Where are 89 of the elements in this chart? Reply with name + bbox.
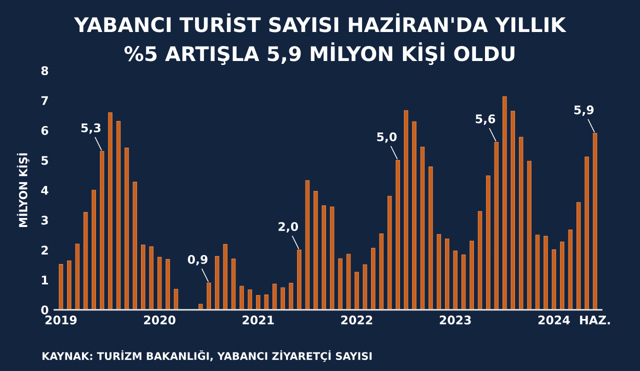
bar [264,294,269,310]
bar [75,244,80,310]
bar [502,96,507,310]
bar [584,156,589,310]
y-tick-label: 2 [42,246,48,254]
x-tick-label: HAZ. [580,316,610,324]
bar [330,206,334,310]
bar [58,264,64,310]
bar [67,260,72,310]
y-tick-label: 3 [41,216,48,225]
bar [132,182,138,310]
bar [116,121,121,310]
bar [280,287,285,310]
bar [576,202,581,310]
bar [100,150,104,310]
bar [412,121,416,310]
bar [362,264,368,310]
bar [108,112,112,310]
y-axis-title: MİLYON KİŞİ [16,153,30,227]
bar [518,136,524,310]
bar [231,258,236,310]
data-label: 5,6 [476,114,496,125]
x-tick-label: 2024 [538,316,570,324]
bar [346,254,351,310]
bar [83,212,88,310]
bar [470,240,474,310]
bar [560,242,564,310]
data-label: 5,0 [377,132,397,143]
bar [338,258,342,310]
data-label: 2,0 [278,222,298,233]
y-tick-label: 1 [42,276,48,284]
x-tick-label: 2021 [242,316,274,324]
bar [223,244,228,310]
data-label: 5,3 [81,123,100,134]
bar [297,250,302,310]
bar [486,176,490,310]
bar [527,160,532,310]
bar [461,254,466,310]
bar [354,272,359,310]
y-tick-label: 0 [41,306,48,314]
bar [535,234,540,310]
y-tick-label: 8 [41,66,48,76]
bar [568,230,573,310]
y-tick-label: 7 [41,96,48,105]
bar [478,211,482,310]
bar [149,246,154,310]
bar [322,205,326,310]
x-tick-label: 2023 [440,316,471,324]
y-tick-label: 6 [41,126,48,135]
bar [379,234,384,310]
bar [404,110,408,310]
bar [240,286,244,310]
y-tick-label: 4 [41,186,48,195]
bar [214,256,220,310]
bar [305,180,310,310]
bar [592,133,598,310]
bar [544,236,548,310]
text: KAYNAK: TURİZM BAKANLIĞI, YABANCI ZİYARETÇİ SAYISI [42,350,372,362]
bar [445,238,450,310]
bar [141,244,146,310]
data-label: 5,9 [574,105,594,116]
bar [453,250,458,310]
bar [248,289,252,310]
x-tick-label: 2022 [341,316,372,324]
bar [124,148,129,310]
bar [436,234,442,310]
chart-title: YABANCI TURİST SAYISI HAZİRAN'DA YILLIK %5 ARTIŞLA 5,9 MİLYON KİŞİ OLDU [74,13,566,65]
data-label: 0,9 [188,254,208,266]
bar [174,288,178,310]
bar [157,256,162,310]
x-tick-label: 2020 [144,316,176,324]
bar [494,142,499,310]
bar [92,190,96,310]
bar [396,160,400,310]
bar [420,146,425,310]
bar [387,196,392,310]
bar [371,248,376,310]
bar [428,166,433,310]
bar [206,282,211,310]
bar [510,110,515,310]
bar [166,258,170,310]
y-tick-label: 5 [42,156,48,165]
bar [198,304,203,310]
bar [314,191,318,310]
x-tick-label: 2019 [45,316,77,324]
bar [256,295,260,310]
bar [552,249,556,310]
bar [288,282,294,310]
bar [272,284,277,310]
